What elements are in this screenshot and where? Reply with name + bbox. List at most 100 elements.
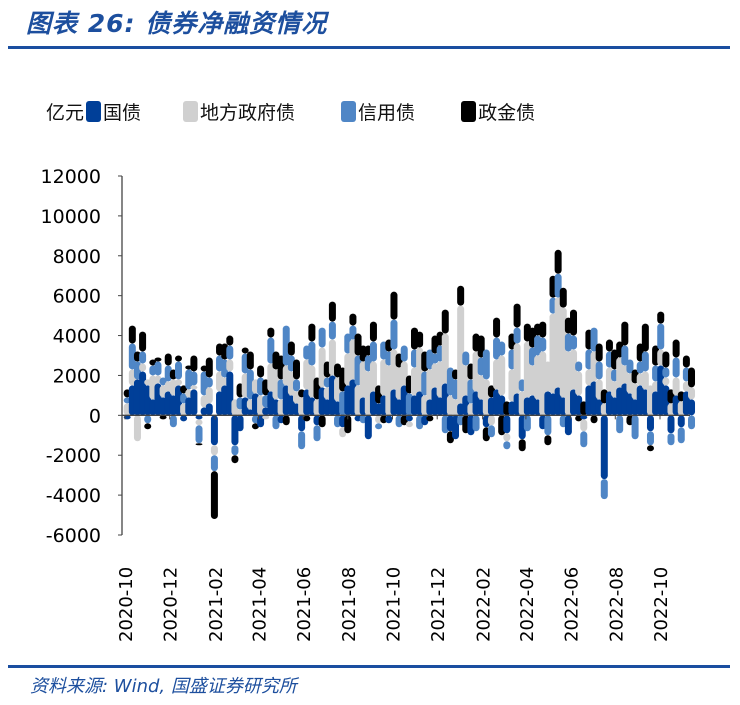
bar-segment xyxy=(523,415,531,432)
bar-segment xyxy=(149,359,157,366)
bar-segment xyxy=(200,371,208,396)
bar-segment xyxy=(626,359,634,374)
bar-segment xyxy=(159,377,167,386)
bar-segment xyxy=(380,415,388,424)
bar-segment xyxy=(251,423,259,430)
bar-segment xyxy=(231,445,239,456)
bar-segment xyxy=(544,415,552,436)
bar-segment xyxy=(657,311,665,324)
bar-segment xyxy=(416,331,424,348)
bar-segment xyxy=(164,365,172,382)
y-tick-label: 12000 xyxy=(41,166,101,188)
bar-segment xyxy=(493,317,501,338)
bar-segment xyxy=(375,423,383,430)
bar-segment xyxy=(539,337,547,352)
bar-segment xyxy=(154,361,162,376)
x-tick-label: 2021-04 xyxy=(249,567,270,642)
bar-segment xyxy=(641,371,649,390)
bar-segment xyxy=(570,309,578,336)
bar-segment xyxy=(590,327,598,352)
x-tick-label: 2020-10 xyxy=(116,567,137,642)
bar-segment xyxy=(308,341,316,366)
bar-segment xyxy=(600,415,608,480)
bar-segment xyxy=(498,355,506,396)
bar-segment xyxy=(287,341,295,356)
x-tick-label: 2021-02 xyxy=(206,567,227,642)
bar-segment xyxy=(226,345,234,360)
bar-segment xyxy=(282,415,290,426)
x-tick-label: 2021-12 xyxy=(428,567,449,642)
y-tick-label: -6000 xyxy=(46,525,101,547)
bar-segment xyxy=(195,425,203,444)
bar-segment xyxy=(303,415,311,422)
bar-segment xyxy=(210,445,218,456)
x-tick-label: 2022-10 xyxy=(651,567,672,642)
bar-segment xyxy=(154,357,162,362)
y-tick-label: -2000 xyxy=(46,445,101,467)
bar-segment xyxy=(180,415,188,422)
bar-segment xyxy=(672,357,680,378)
bar-segment xyxy=(246,351,254,370)
bar-segment xyxy=(318,327,326,348)
bar-segment xyxy=(369,321,377,342)
bar-segment xyxy=(246,369,254,400)
bar-segment xyxy=(344,415,352,434)
bar-segment xyxy=(159,415,167,420)
bar-segment xyxy=(641,323,649,352)
bar-segment xyxy=(426,415,434,422)
legend-item-local-gov: 地方政府债 xyxy=(183,98,295,125)
bar-segment xyxy=(257,365,265,378)
bar-segment xyxy=(682,355,690,368)
bar-segment xyxy=(313,425,321,442)
bar-segment xyxy=(175,355,182,362)
bar-segment xyxy=(144,423,152,430)
bar-segment xyxy=(267,327,275,338)
bar-segment xyxy=(364,415,372,440)
bar-segment xyxy=(385,415,393,424)
legend-swatch xyxy=(86,101,102,122)
bar-segment xyxy=(498,341,506,356)
bar-segment xyxy=(287,371,295,396)
bar-segment xyxy=(662,377,670,386)
bar-segment xyxy=(328,301,336,322)
bar-segment xyxy=(210,455,218,472)
legend-label: 政金债 xyxy=(478,102,536,124)
bar-segment xyxy=(554,249,562,274)
bar-segment xyxy=(457,285,465,306)
bar-segment xyxy=(205,357,213,378)
bar-segment xyxy=(205,377,213,388)
bar-segment xyxy=(139,351,147,364)
bar-segment xyxy=(164,353,172,366)
bar-segment xyxy=(559,287,567,308)
y-tick-label: 6000 xyxy=(53,286,101,308)
bar-segment xyxy=(646,445,654,452)
bar-segment xyxy=(688,399,696,416)
bar-segment xyxy=(349,325,357,340)
bar-segment xyxy=(441,309,449,334)
x-tick-label: 2021-10 xyxy=(384,567,405,642)
bar-segment xyxy=(539,321,547,338)
bar-segment xyxy=(575,371,583,396)
bar-segment xyxy=(590,415,598,424)
bar-segment xyxy=(390,319,398,350)
bar-segment xyxy=(318,415,326,428)
y-tick-label: 10000 xyxy=(41,206,101,228)
bar-segment xyxy=(662,351,670,368)
bar-segment xyxy=(241,347,249,354)
bar-segment xyxy=(667,415,675,434)
bar-segment xyxy=(595,343,603,362)
bar-segment xyxy=(426,349,434,370)
source-note: 资料来源: Wind, 国盛证券研究所 xyxy=(30,676,297,697)
bar-segment xyxy=(462,351,470,366)
bar-segment xyxy=(195,443,203,446)
bar-segment xyxy=(205,403,213,416)
legend-swatch xyxy=(461,101,477,122)
bar-segment xyxy=(667,433,675,446)
bar-segment xyxy=(503,415,511,434)
bar-segment xyxy=(262,415,270,420)
bar-segment xyxy=(375,415,383,424)
bar-segment xyxy=(518,439,526,452)
bar-segment xyxy=(570,335,578,350)
bar-segment xyxy=(292,359,300,380)
bar-segment xyxy=(180,385,188,394)
